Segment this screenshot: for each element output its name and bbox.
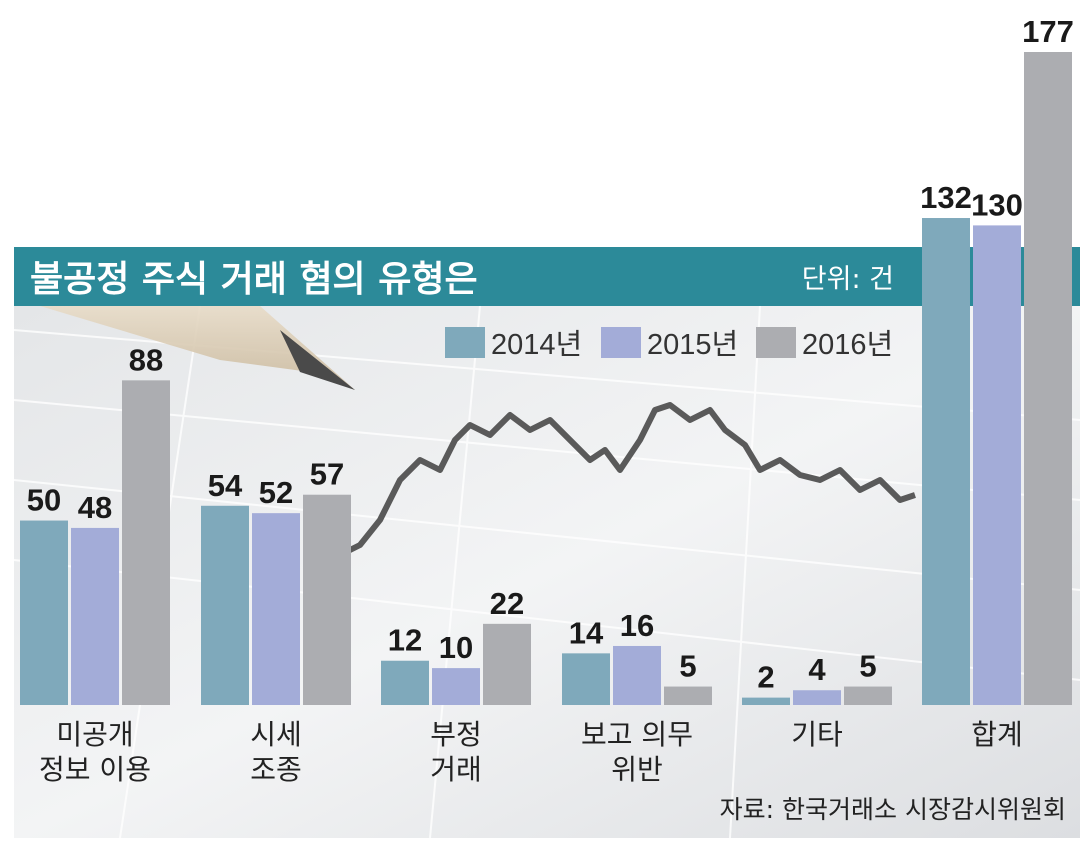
bar-5-2015년 [793, 690, 841, 705]
bars-group [20, 52, 1072, 705]
bar-3-2016년 [483, 623, 531, 705]
category-label: 시세 [250, 718, 302, 751]
bar-4-2016년 [664, 686, 712, 705]
category-label: 조종 [250, 753, 302, 786]
bar-3-2015년 [432, 668, 480, 705]
source-note: 자료: 한국거래소 시장감시위원회 [720, 795, 1066, 824]
bar-1-2016년 [122, 380, 170, 705]
value-label: 2 [757, 660, 774, 695]
category-label: 정보 이용 [39, 753, 151, 786]
value-label: 10 [439, 630, 473, 665]
legend-swatch [601, 327, 641, 358]
value-label: 12 [388, 623, 422, 658]
value-label: 14 [569, 615, 604, 650]
value-label: 50 [27, 483, 61, 518]
bar-2-2014년 [201, 505, 249, 705]
background-image [13, 305, 1081, 839]
legend-swatch [445, 327, 485, 358]
value-label: 57 [310, 457, 344, 492]
bar-5-2014년 [742, 697, 790, 705]
bar-4-2014년 [562, 653, 610, 705]
bar-6-2016년 [1024, 52, 1072, 705]
value-label: 177 [1022, 14, 1074, 49]
value-label: 5 [679, 649, 696, 684]
bar-1-2015년 [71, 527, 119, 705]
category-label: 기타 [791, 718, 843, 751]
legend-label: 2015년 [647, 329, 738, 361]
category-label: 미공개 [56, 718, 133, 751]
chart-title: 불공정 주식 거래 혐의 유형은 [30, 259, 478, 300]
value-label: 52 [259, 475, 293, 510]
bar-3-2014년 [381, 660, 429, 705]
bar-6-2015년 [973, 225, 1021, 705]
category-label: 거래 [430, 753, 482, 786]
bar-6-2014년 [922, 218, 970, 705]
legend: 2014년 2015년 2016년 [445, 327, 893, 361]
value-label: 4 [808, 652, 826, 687]
title-banner: 불공정 주식 거래 혐의 유형은 단위: 건 [14, 247, 1080, 306]
unit-label: 단위: 건 [802, 264, 894, 295]
bar-4-2015년 [613, 645, 661, 705]
legend-label: 2016년 [802, 329, 893, 361]
bar-2-2015년 [252, 513, 300, 705]
value-label: 132 [920, 180, 972, 215]
legend-swatch [756, 327, 796, 358]
category-label: 보고 의무 [581, 718, 693, 751]
category-label: 부정 [430, 718, 482, 751]
value-label: 5 [859, 649, 876, 684]
value-label: 48 [78, 490, 112, 525]
value-label: 22 [490, 586, 524, 621]
value-label: 130 [971, 187, 1023, 222]
legend-label: 2014년 [491, 329, 582, 361]
bar-5-2016년 [844, 686, 892, 705]
category-label: 위반 [611, 753, 663, 786]
bar-1-2014년 [20, 520, 68, 705]
value-label: 88 [129, 342, 163, 377]
value-label: 16 [620, 608, 654, 643]
bar-2-2016년 [303, 494, 351, 705]
value-label: 54 [208, 468, 243, 503]
category-label: 합계 [971, 718, 1023, 751]
